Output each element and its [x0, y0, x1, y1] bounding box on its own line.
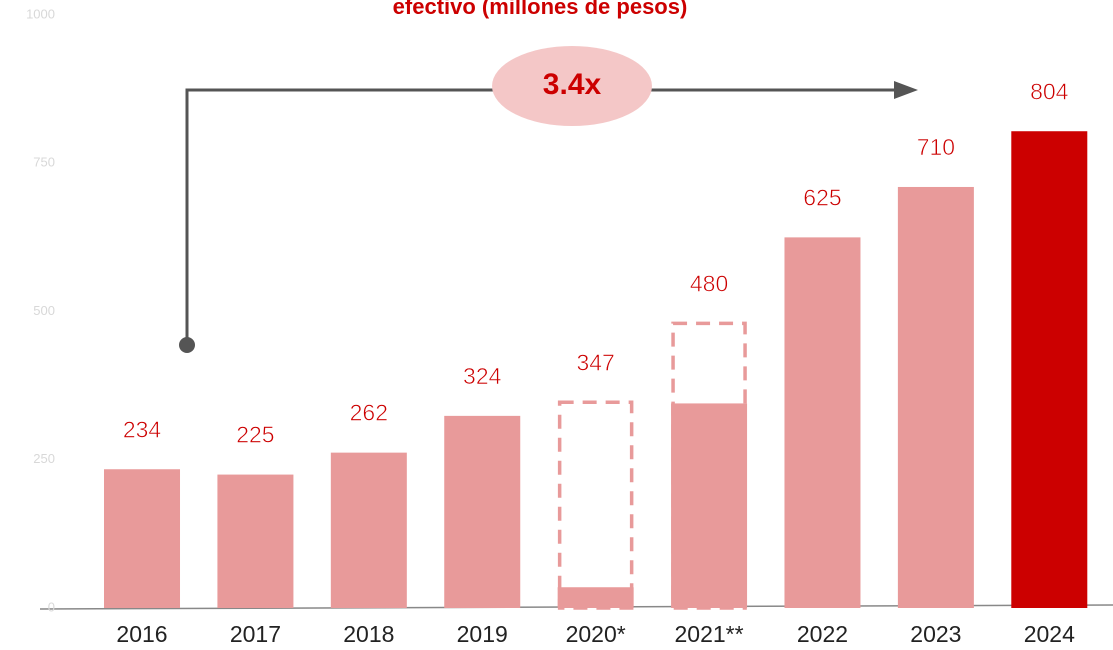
x-tick-label: 2019 — [457, 621, 508, 647]
bar — [104, 469, 181, 608]
data-label: 234 — [123, 416, 162, 442]
data-label: 347 — [576, 349, 614, 375]
bar — [784, 237, 861, 608]
x-tick-label: 2022 — [797, 621, 848, 647]
bar — [444, 415, 521, 608]
growth-annotation: 3.4x — [543, 68, 602, 101]
y-tick-label: 1000 — [26, 6, 55, 21]
data-label: 262 — [350, 400, 388, 426]
x-tick-label: 2016 — [116, 621, 167, 647]
y-tick-label: 750 — [33, 155, 55, 170]
dashed-outline — [671, 321, 747, 610]
x-tick-label: 2020* — [566, 621, 626, 647]
bar — [330, 452, 407, 608]
data-label: 480 — [690, 270, 728, 296]
data-label: 625 — [803, 184, 841, 210]
x-tick-label: 2018 — [343, 621, 394, 647]
bar — [217, 474, 294, 608]
chart-title: efectivo (millones de pesos) — [393, 0, 688, 19]
data-label: 324 — [463, 363, 502, 389]
x-tick-label: 2024 — [1024, 621, 1075, 647]
x-tick-label: 2023 — [910, 621, 961, 647]
x-tick-label: 2017 — [230, 621, 281, 647]
data-label: 225 — [236, 422, 274, 448]
dashed-outline — [557, 400, 634, 610]
y-tick-label: 500 — [33, 303, 55, 318]
x-tick-label: 2021** — [675, 621, 744, 647]
bar — [557, 587, 634, 608]
y-tick-label: 250 — [33, 451, 55, 466]
bar — [1011, 131, 1088, 608]
bar — [671, 403, 748, 608]
y-tick-label: 0 — [48, 599, 55, 614]
data-label: 710 — [917, 134, 955, 160]
growth-arrow — [179, 46, 918, 353]
data-label: 804 — [1030, 78, 1069, 104]
bar — [897, 186, 974, 608]
